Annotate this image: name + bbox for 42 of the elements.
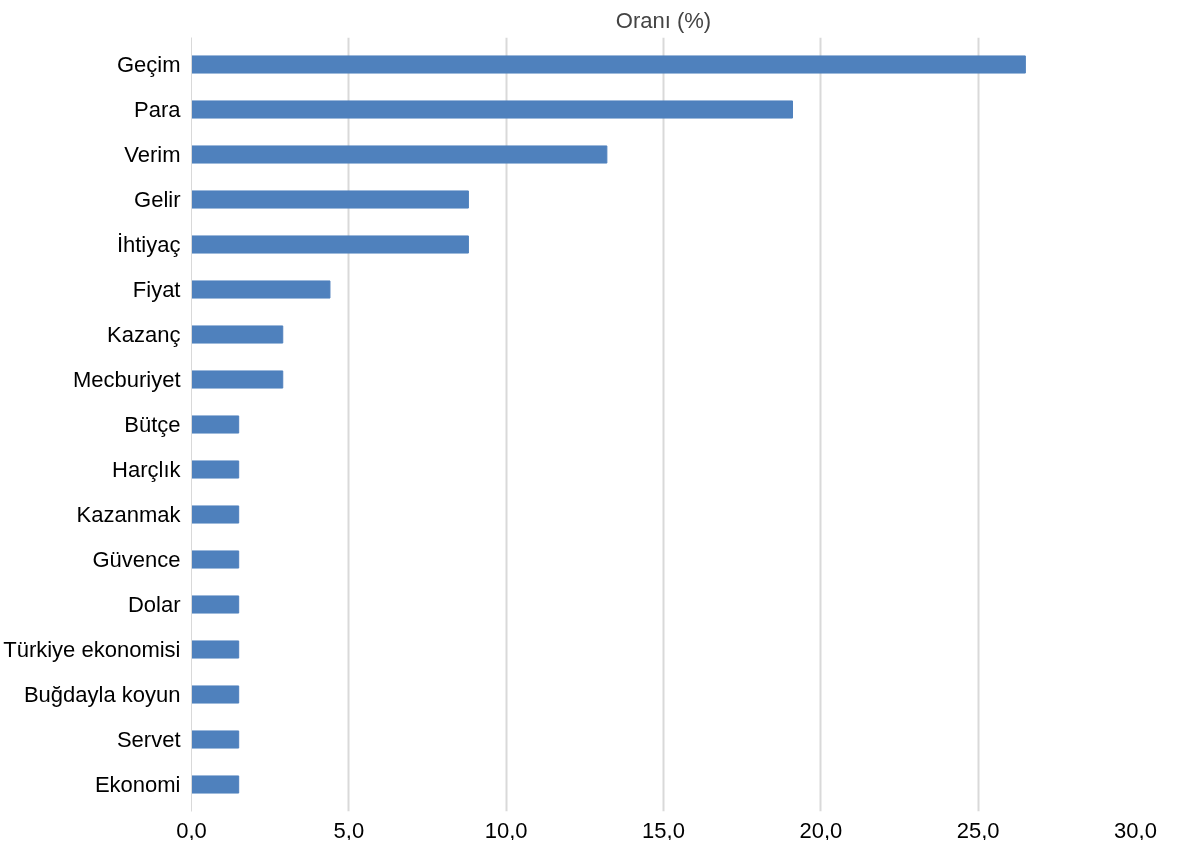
x-tick-label: 5,0: [333, 817, 365, 843]
bar: [191, 280, 331, 299]
y-tick-label: Mecburiyet: [72, 367, 181, 392]
y-tick-label: Ekonomi: [94, 772, 181, 797]
x-tick-label: 30,0: [1114, 817, 1157, 843]
y-tick-label: Harçlık: [112, 457, 182, 482]
bar: [191, 640, 240, 659]
y-tick-label: Gelir: [134, 187, 181, 212]
y-tick-label: Geçim: [116, 52, 181, 77]
x-tick-label: 15,0: [642, 817, 685, 843]
y-tick-label: Türkiye ekonomisi: [3, 637, 181, 662]
x-tick-label: 20,0: [799, 817, 843, 843]
bar: [191, 235, 469, 254]
y-tick-label: İhtiyaç: [116, 232, 181, 257]
bar: [191, 55, 1026, 74]
bar: [191, 685, 240, 704]
y-tick-label: Kazanç: [107, 322, 181, 347]
y-tick-label: Servet: [116, 727, 181, 752]
y-tick-label: Para: [134, 97, 182, 122]
bar: [191, 550, 240, 569]
y-tick-label: Fiyat: [132, 277, 181, 302]
x-tick-label: 25,0: [956, 817, 1000, 843]
bar: [191, 100, 794, 119]
y-tick-label: Güvence: [92, 547, 181, 572]
bar: [191, 370, 284, 389]
bar: [191, 775, 240, 794]
x-tick-label: 10,0: [484, 817, 528, 843]
x-tick-label: 0,0: [176, 817, 207, 843]
bar: [191, 595, 240, 614]
bar: [191, 415, 240, 434]
bar: [191, 505, 240, 524]
bar: [191, 190, 469, 209]
chart-title: Oranı (%): [615, 7, 712, 33]
y-tick-label: Kazanmak: [76, 502, 182, 527]
y-tick-label: Bütçe: [124, 412, 181, 437]
y-tick-label: Buğdayla koyun: [23, 682, 181, 707]
bar: [191, 460, 240, 479]
bar: [191, 325, 284, 344]
bar: [191, 730, 240, 749]
y-tick-label: Dolar: [127, 592, 181, 617]
y-tick-label: Verim: [124, 142, 181, 167]
bar: [191, 145, 608, 164]
